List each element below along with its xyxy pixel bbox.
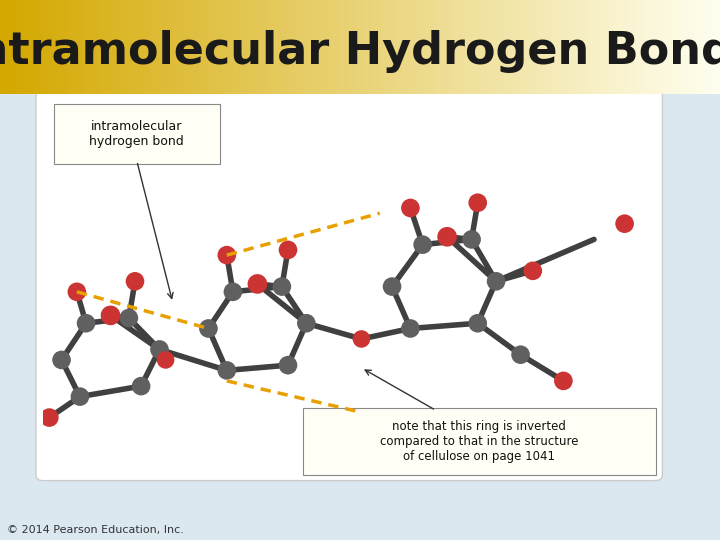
Point [527, 267, 539, 275]
Point [472, 198, 484, 207]
Point [80, 319, 92, 328]
Point [466, 235, 477, 244]
Point [105, 311, 117, 320]
Point [515, 350, 526, 359]
Point [558, 376, 570, 385]
Point [417, 240, 428, 249]
Point [405, 324, 416, 333]
Point [154, 345, 166, 354]
Point [43, 413, 55, 422]
Point [71, 287, 83, 296]
FancyBboxPatch shape [303, 408, 656, 475]
Text: note that this ring is inverted
compared to that in the structure
of cellulose o: note that this ring is inverted compared… [380, 420, 578, 463]
Point [203, 324, 215, 333]
Point [252, 280, 264, 288]
Point [387, 282, 398, 291]
Point [405, 204, 416, 212]
Point [301, 319, 312, 328]
Point [74, 392, 86, 401]
Point [619, 219, 631, 228]
Point [135, 382, 147, 390]
Point [276, 282, 288, 291]
Point [55, 356, 68, 364]
Point [282, 246, 294, 254]
Text: © 2014 Pearson Education, Inc.: © 2014 Pearson Education, Inc. [7, 524, 184, 535]
Text: intramolecular
hydrogen bond: intramolecular hydrogen bond [89, 120, 184, 148]
Point [490, 277, 502, 286]
Point [221, 366, 233, 375]
Point [221, 251, 233, 259]
Text: Intramolecular Hydrogen Bonds: Intramolecular Hydrogen Bonds [0, 30, 720, 73]
Point [160, 356, 171, 364]
Point [441, 232, 453, 241]
Point [282, 361, 294, 369]
Point [356, 335, 367, 343]
Point [130, 277, 141, 286]
FancyBboxPatch shape [36, 86, 662, 481]
Point [123, 314, 135, 322]
FancyBboxPatch shape [54, 104, 220, 164]
Point [228, 287, 239, 296]
Point [472, 319, 484, 328]
